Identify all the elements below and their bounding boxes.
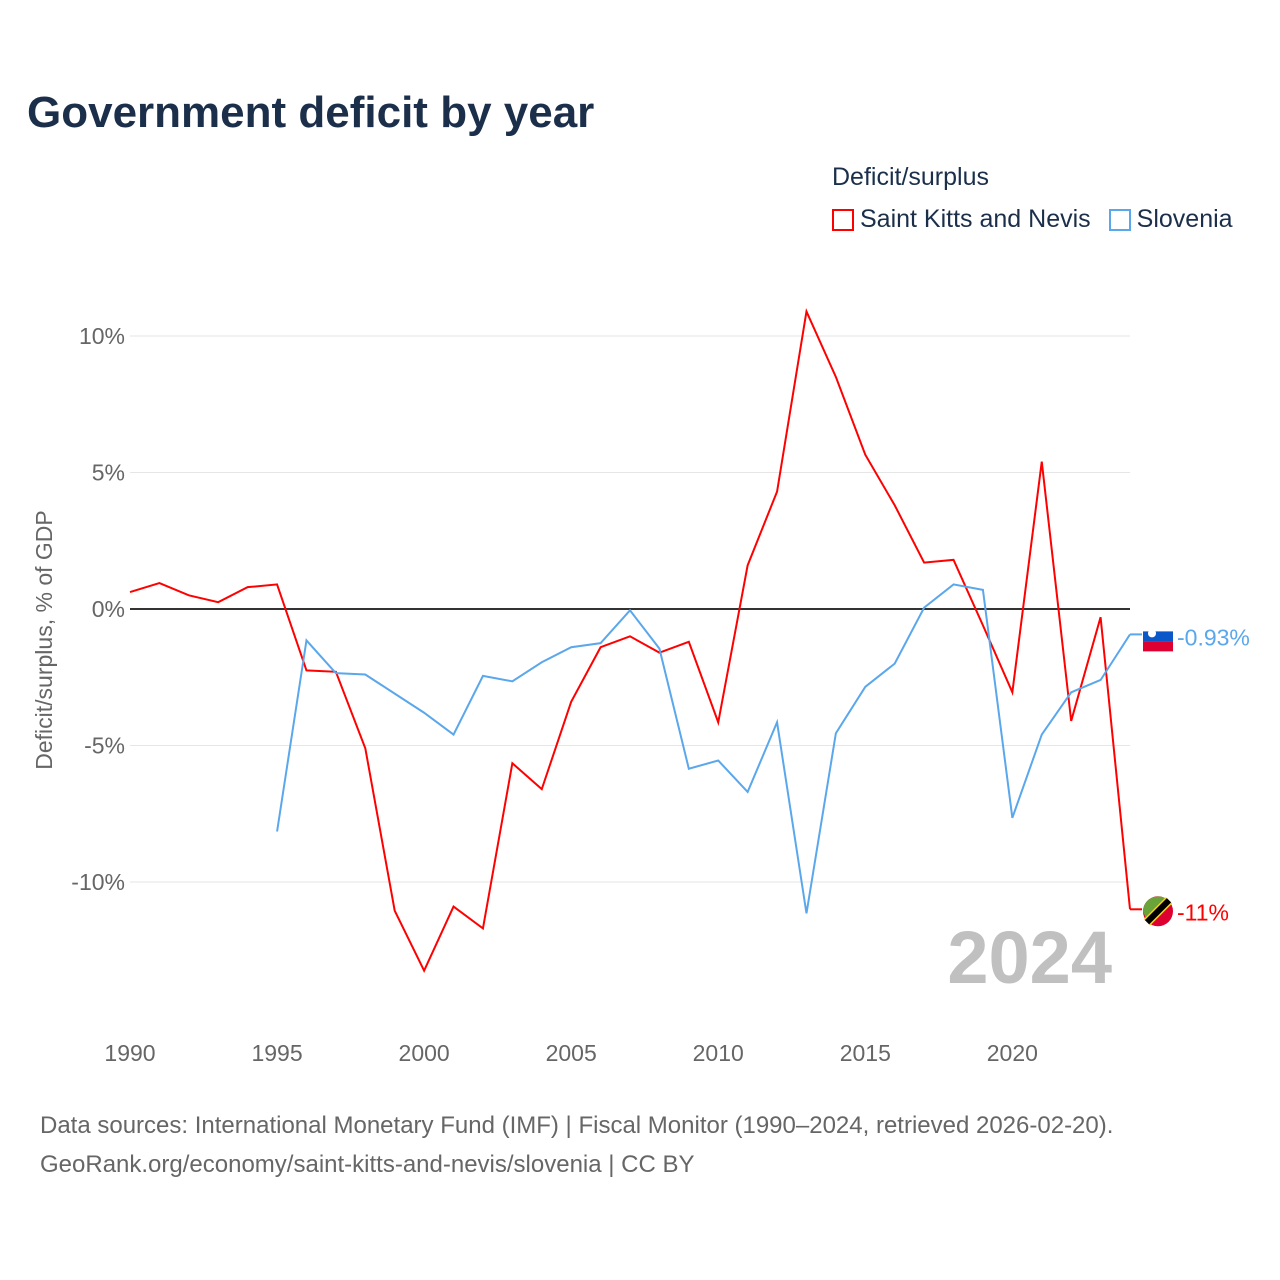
- end-value-label: -11%: [1177, 899, 1229, 925]
- flag-stripe: [1143, 631, 1173, 642]
- source-link[interactable]: GeoRank.org/economy/saint-kitts-and-nevi…: [40, 1151, 695, 1178]
- series-line-0: [129, 307, 1131, 974]
- legend: Saint Kitts and Nevis Slovenia: [832, 205, 1233, 234]
- x-tick-label: 2005: [546, 1040, 597, 1066]
- x-tick-label: 1995: [251, 1040, 302, 1066]
- x-tick-label: 1990: [104, 1040, 155, 1066]
- legend-item-slovenia[interactable]: Slovenia: [1108, 205, 1233, 234]
- data-sources: Data sources: International Monetary Fun…: [40, 1112, 1114, 1139]
- y-tick-label: 0%: [92, 596, 125, 622]
- legend-swatch-blue: [1108, 208, 1131, 231]
- series-line-1: [276, 583, 1131, 914]
- y-tick-label: -5%: [84, 733, 125, 759]
- x-tick-label: 2015: [840, 1040, 891, 1066]
- x-tick-label: 2010: [693, 1040, 744, 1066]
- y-axis-label: Deficit/surplus, % of GDP: [31, 510, 57, 769]
- chart-title: Government deficit by year: [27, 88, 595, 137]
- legend-swatch-red: [832, 208, 854, 231]
- legend-label: Saint Kitts and Nevis: [860, 205, 1091, 233]
- flag-stripe: [1143, 641, 1173, 652]
- y-tick-label: 5%: [92, 460, 125, 486]
- flag-emblem: [1148, 629, 1156, 638]
- y-tick-label: -10%: [71, 869, 125, 895]
- footer: Data sources: International Monetary Fun…: [40, 1106, 1113, 1184]
- x-tick-label: 2020: [987, 1040, 1038, 1066]
- legend-title: Deficit/surplus: [832, 163, 989, 191]
- x-tick-label: 2000: [399, 1040, 450, 1066]
- end-value-label: -0.93%: [1177, 624, 1250, 650]
- legend-label: Slovenia: [1136, 205, 1233, 233]
- year-watermark: 2024: [947, 916, 1112, 999]
- y-tick-label: 10%: [79, 323, 125, 349]
- legend-item-saint-kitts[interactable]: Saint Kitts and Nevis: [832, 205, 1091, 234]
- flag-band: [1144, 898, 1172, 925]
